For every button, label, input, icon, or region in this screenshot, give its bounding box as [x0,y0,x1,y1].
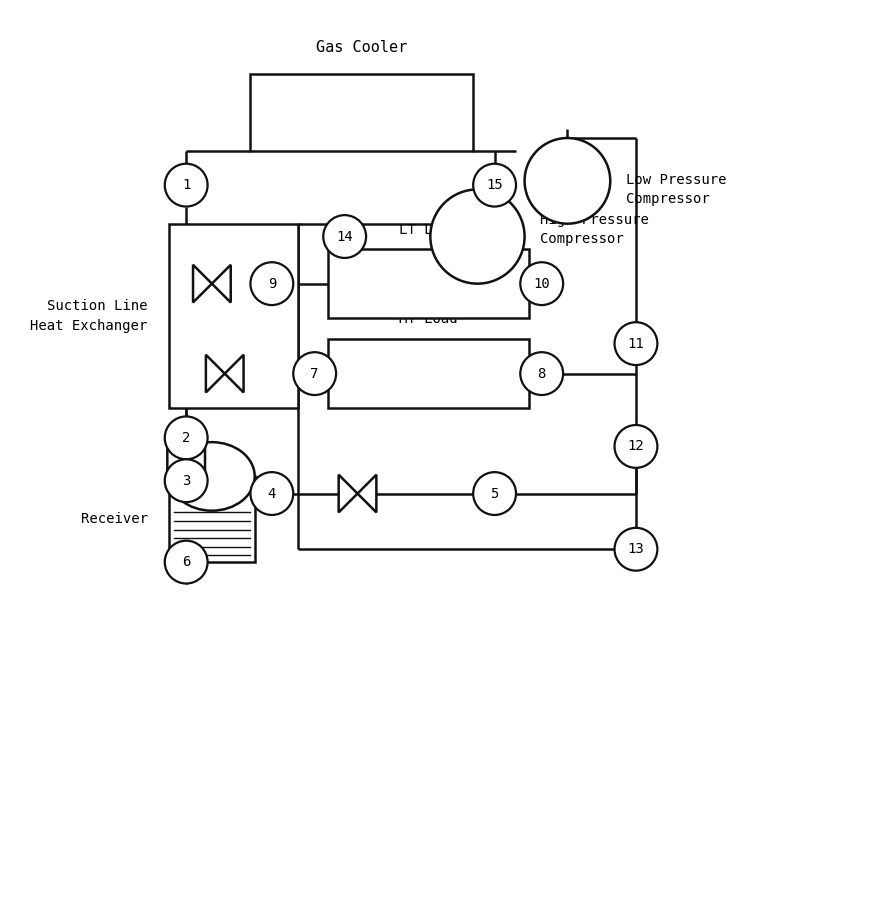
Text: 3: 3 [182,474,190,488]
Text: 5: 5 [490,487,499,501]
Circle shape [614,322,657,365]
Polygon shape [357,475,377,512]
Text: 7: 7 [311,367,319,380]
Polygon shape [212,265,231,302]
Circle shape [293,352,336,395]
Text: LT Load: LT Load [399,223,458,237]
Circle shape [524,138,610,224]
Text: 8: 8 [538,367,546,380]
Circle shape [430,189,524,284]
Circle shape [614,528,657,571]
Polygon shape [339,475,357,512]
Circle shape [520,352,563,395]
Circle shape [323,215,366,258]
Circle shape [165,164,208,207]
Circle shape [165,417,208,460]
Text: 1: 1 [182,178,190,192]
Circle shape [614,425,657,468]
Bar [169,224,297,408]
Text: 14: 14 [336,229,353,244]
Bar [327,339,529,408]
Text: 13: 13 [627,542,644,556]
Text: High Pressure
Compressor: High Pressure Compressor [540,213,649,247]
Circle shape [251,262,293,305]
Text: Suction Line
Heat Exchanger: Suction Line Heat Exchanger [31,299,148,332]
Text: Receiver: Receiver [81,512,148,526]
Bar [169,477,254,562]
Circle shape [520,262,563,305]
Text: 12: 12 [627,440,644,453]
Text: 4: 4 [268,487,276,501]
Circle shape [473,164,516,207]
Text: 2: 2 [182,430,190,445]
Text: 11: 11 [627,337,644,350]
Circle shape [165,541,208,583]
Bar [251,74,473,151]
Polygon shape [167,440,187,478]
Ellipse shape [169,442,254,511]
Text: 10: 10 [533,277,550,290]
Circle shape [165,460,208,502]
Text: MT Load: MT Load [399,312,458,327]
Circle shape [251,472,293,515]
Text: 15: 15 [487,178,503,192]
Circle shape [473,472,516,515]
Polygon shape [206,355,224,392]
Bar [327,249,529,318]
Text: 6: 6 [182,555,190,569]
Polygon shape [187,440,205,478]
Text: Gas Cooler: Gas Cooler [316,40,407,55]
Text: 9: 9 [268,277,276,290]
Polygon shape [224,355,244,392]
Text: Low Pressure
Compressor: Low Pressure Compressor [626,173,726,207]
Polygon shape [193,265,212,302]
